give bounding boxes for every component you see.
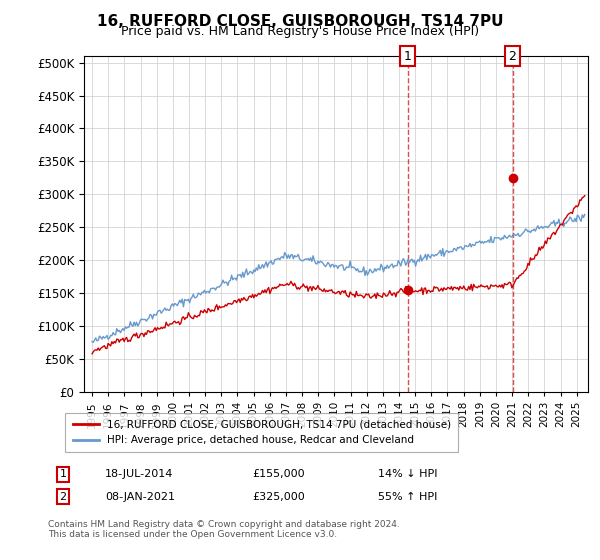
Text: 18-JUL-2014: 18-JUL-2014 (105, 469, 173, 479)
Text: Price paid vs. HM Land Registry's House Price Index (HPI): Price paid vs. HM Land Registry's House … (121, 25, 479, 38)
Text: 2: 2 (59, 492, 67, 502)
Text: 1: 1 (404, 50, 412, 63)
Text: £155,000: £155,000 (252, 469, 305, 479)
Text: 1: 1 (59, 469, 67, 479)
Text: Contains HM Land Registry data © Crown copyright and database right 2024.
This d: Contains HM Land Registry data © Crown c… (48, 520, 400, 539)
Text: 16, RUFFORD CLOSE, GUISBOROUGH, TS14 7PU: 16, RUFFORD CLOSE, GUISBOROUGH, TS14 7PU (97, 14, 503, 29)
Legend: 16, RUFFORD CLOSE, GUISBOROUGH, TS14 7PU (detached house), HPI: Average price, d: 16, RUFFORD CLOSE, GUISBOROUGH, TS14 7PU… (65, 413, 458, 452)
Text: 2: 2 (509, 50, 517, 63)
Text: £325,000: £325,000 (252, 492, 305, 502)
Text: 08-JAN-2021: 08-JAN-2021 (105, 492, 175, 502)
Text: 14% ↓ HPI: 14% ↓ HPI (378, 469, 437, 479)
Text: 55% ↑ HPI: 55% ↑ HPI (378, 492, 437, 502)
